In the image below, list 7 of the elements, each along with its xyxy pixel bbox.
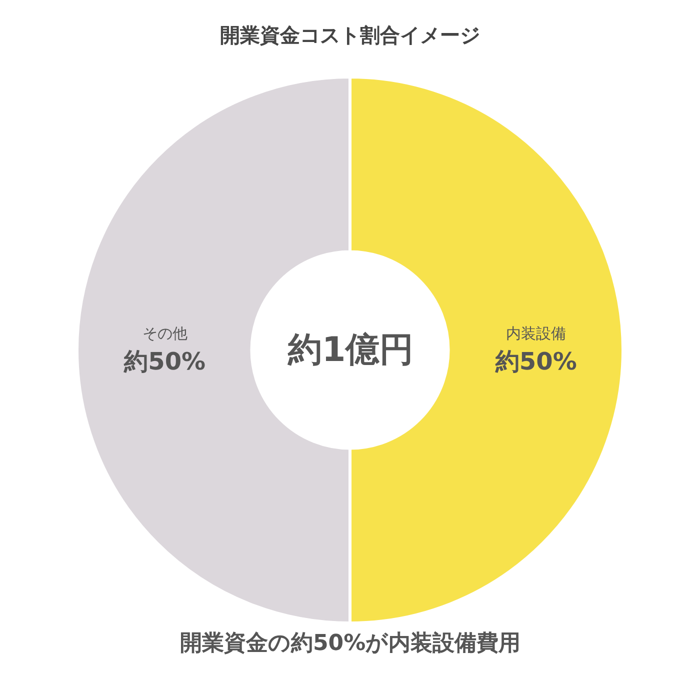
text: 約1億円 [287,330,414,370]
data-label: 約50% [123,348,206,376]
data-label: 約50% [494,348,577,376]
chart-title: 開業資金コスト割合イメージ [220,23,480,47]
slice-label: 内装設備 [506,324,566,342]
text: 開業資金の約50%が内装設備費用 [180,631,521,656]
slice-label: その他 [142,324,188,342]
